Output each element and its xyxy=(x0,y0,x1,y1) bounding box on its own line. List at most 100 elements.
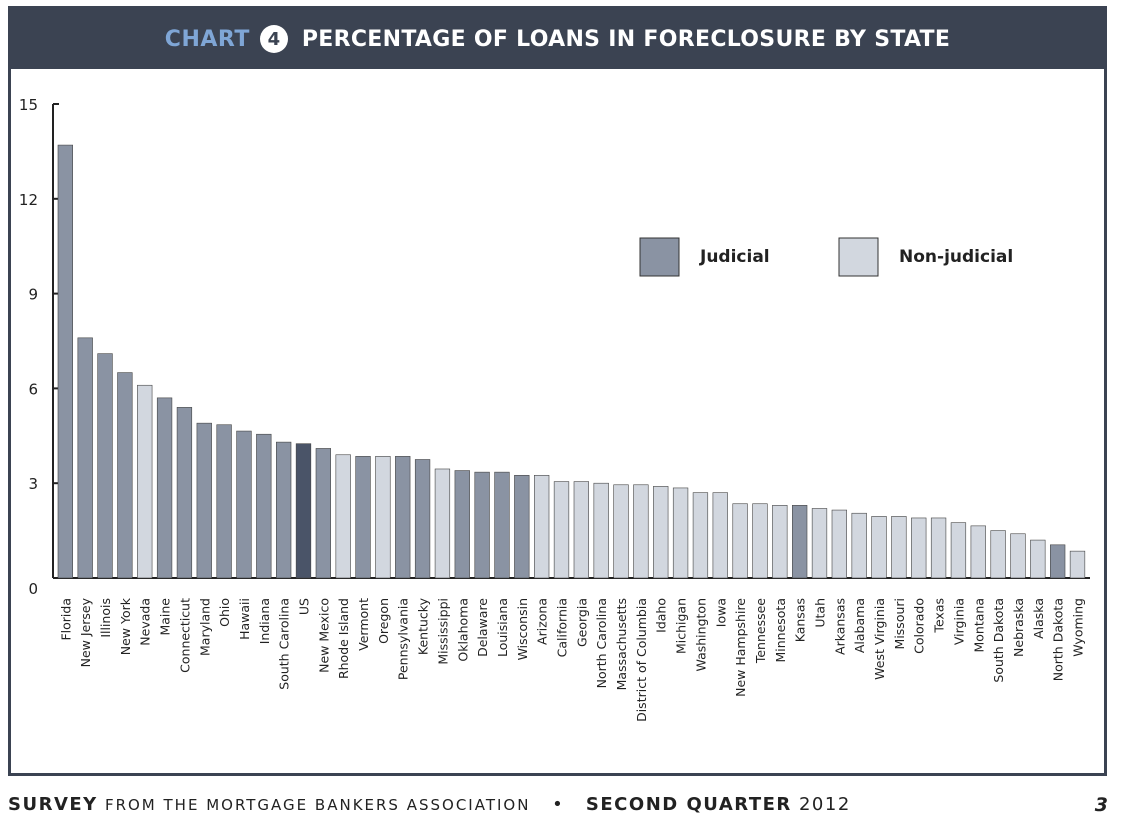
x-tick-label: Alaska xyxy=(1031,598,1046,639)
bar-florida xyxy=(57,144,73,579)
bar-minnesota xyxy=(772,505,788,579)
bar-arkansas xyxy=(831,509,847,579)
chart-title: PERCENTAGE OF LOANS IN FORECLOSURE BY ST… xyxy=(301,26,951,52)
x-tick-label: Vermont xyxy=(356,598,371,651)
x-tick-label: Rhode Island xyxy=(336,598,351,679)
x-tick-label: Arizona xyxy=(535,598,550,645)
bar-colorado xyxy=(911,517,927,579)
x-tick-label: Virginia xyxy=(951,598,966,645)
chart-header: CHART 4 PERCENTAGE OF LOANS IN FORECLOSU… xyxy=(11,9,1104,69)
legend-swatch-judicial xyxy=(639,237,680,277)
bar-nebraska xyxy=(1010,533,1026,579)
y-tick-label: 15 xyxy=(19,96,38,114)
x-tick-label: Washington xyxy=(693,598,708,671)
bar-pennsylvania xyxy=(395,456,411,579)
bar-iowa xyxy=(712,492,728,579)
x-tick-label: South Dakota xyxy=(991,598,1006,683)
bar-michigan xyxy=(672,487,689,579)
footer-publication: SURVEY FROM THE MORTGAGE BANKERS ASSOCIA… xyxy=(8,794,851,815)
x-tick-label: Ohio xyxy=(217,598,232,627)
bar-west-virginia xyxy=(871,516,887,579)
x-tick-label: Kansas xyxy=(793,598,808,642)
bar-alaska xyxy=(1030,539,1046,579)
x-tick-label: Indiana xyxy=(257,598,272,644)
x-tick-label: Wisconsin xyxy=(515,598,530,660)
bar-new-york xyxy=(117,372,133,579)
x-tick-label: Oklahoma xyxy=(455,598,470,662)
bar-hawaii xyxy=(236,430,252,579)
x-tick-label: Wyoming xyxy=(1071,598,1086,657)
bar-utah xyxy=(811,508,828,579)
x-tick-label: Michigan xyxy=(674,598,689,654)
bar-massachusetts xyxy=(613,484,629,579)
x-tick-label: Tennessee xyxy=(753,598,768,664)
footer-from: FROM THE MORTGAGE BANKERS ASSOCIATION xyxy=(104,796,531,814)
bar-kansas xyxy=(792,505,808,579)
x-tick-label: Pennsylvania xyxy=(396,598,411,680)
bar-idaho xyxy=(653,486,669,579)
bar-delaware xyxy=(474,471,490,579)
bar-ohio xyxy=(216,424,232,579)
bar-california xyxy=(553,481,570,579)
bar-kentucky xyxy=(414,459,431,579)
bar-nevada xyxy=(137,384,153,579)
x-tick-label: Iowa xyxy=(713,598,728,627)
bar-vermont xyxy=(355,456,371,579)
x-tick-label: Missouri xyxy=(892,598,907,649)
bar-new-mexico xyxy=(315,448,331,579)
x-tick-label: Georgia xyxy=(574,598,589,647)
bars xyxy=(57,144,1086,579)
bar-chart: 0 3 6 9 12 15 Florida New Jersey Illinois New Yo… xyxy=(19,96,1090,722)
chart-frame: CHART 4 PERCENTAGE OF LOANS IN FORECLOSU… xyxy=(8,6,1107,776)
x-tick-label: South Carolina xyxy=(277,598,292,690)
x-tick-label: Hawaii xyxy=(237,598,252,640)
bar-oklahoma xyxy=(454,470,470,579)
bar-wisconsin xyxy=(514,474,530,579)
legend-label-non-judicial: Non-judicial xyxy=(899,247,1013,267)
bar-montana xyxy=(970,525,986,579)
page-footer: SURVEY FROM THE MORTGAGE BANKERS ASSOCIA… xyxy=(8,792,1108,820)
legend-label-judicial: Judicial xyxy=(699,247,770,267)
bar-virginia xyxy=(950,522,967,579)
bar-north-dakota xyxy=(1050,544,1066,579)
x-tick-label: Maine xyxy=(158,598,173,636)
y-tick-label: 6 xyxy=(28,380,38,398)
y-tick-label: 3 xyxy=(28,475,38,493)
x-tick-label: California xyxy=(555,598,570,657)
x-tick-label: Texas xyxy=(932,598,947,634)
bar-illinois xyxy=(97,353,113,579)
page-number: 3 xyxy=(1094,794,1108,816)
x-tick-label: West Virginia xyxy=(872,598,887,680)
legend-swatch-non-judicial xyxy=(838,237,879,277)
x-tick-label: Maryland xyxy=(197,598,212,656)
x-tick-label: Illinois xyxy=(98,598,113,638)
bar-connecticut xyxy=(176,407,193,579)
x-tick-label: Nevada xyxy=(138,598,153,646)
footer-bullet: • xyxy=(552,794,565,815)
x-axis-labels: Florida New Jersey Illinois New York Nevada M… xyxy=(58,597,1085,722)
x-tick-label: Connecticut xyxy=(177,598,192,673)
bar-indiana xyxy=(256,433,272,579)
bar-arizona xyxy=(534,474,550,579)
bar-wyoming xyxy=(1069,550,1086,579)
x-tick-label: North Dakota xyxy=(1051,598,1066,681)
x-tick-label: New Mexico xyxy=(316,598,331,673)
x-tick-label: District of Columbia xyxy=(634,598,649,722)
x-tick-label: Idaho xyxy=(654,598,669,633)
bar-north-carolina xyxy=(593,482,609,579)
footer-quarter: SECOND QUARTER xyxy=(585,794,792,815)
x-tick-label: Mississippi xyxy=(435,598,450,665)
bar-south-dakota xyxy=(990,530,1006,579)
bar-maine xyxy=(156,397,173,579)
chart-number-badge: 4 xyxy=(259,25,288,53)
bar-georgia xyxy=(573,481,589,579)
bar-new-jersey xyxy=(77,337,93,579)
chart-word: CHART xyxy=(164,26,250,52)
bar-maryland xyxy=(196,422,212,579)
y-tick-label: 9 xyxy=(28,286,38,304)
x-tick-label: Louisiana xyxy=(495,598,510,657)
footer-year: 2012 xyxy=(798,794,851,815)
bar-alabama xyxy=(851,512,867,579)
x-tick-label: Montana xyxy=(971,598,986,653)
bar-louisiana xyxy=(494,471,510,579)
